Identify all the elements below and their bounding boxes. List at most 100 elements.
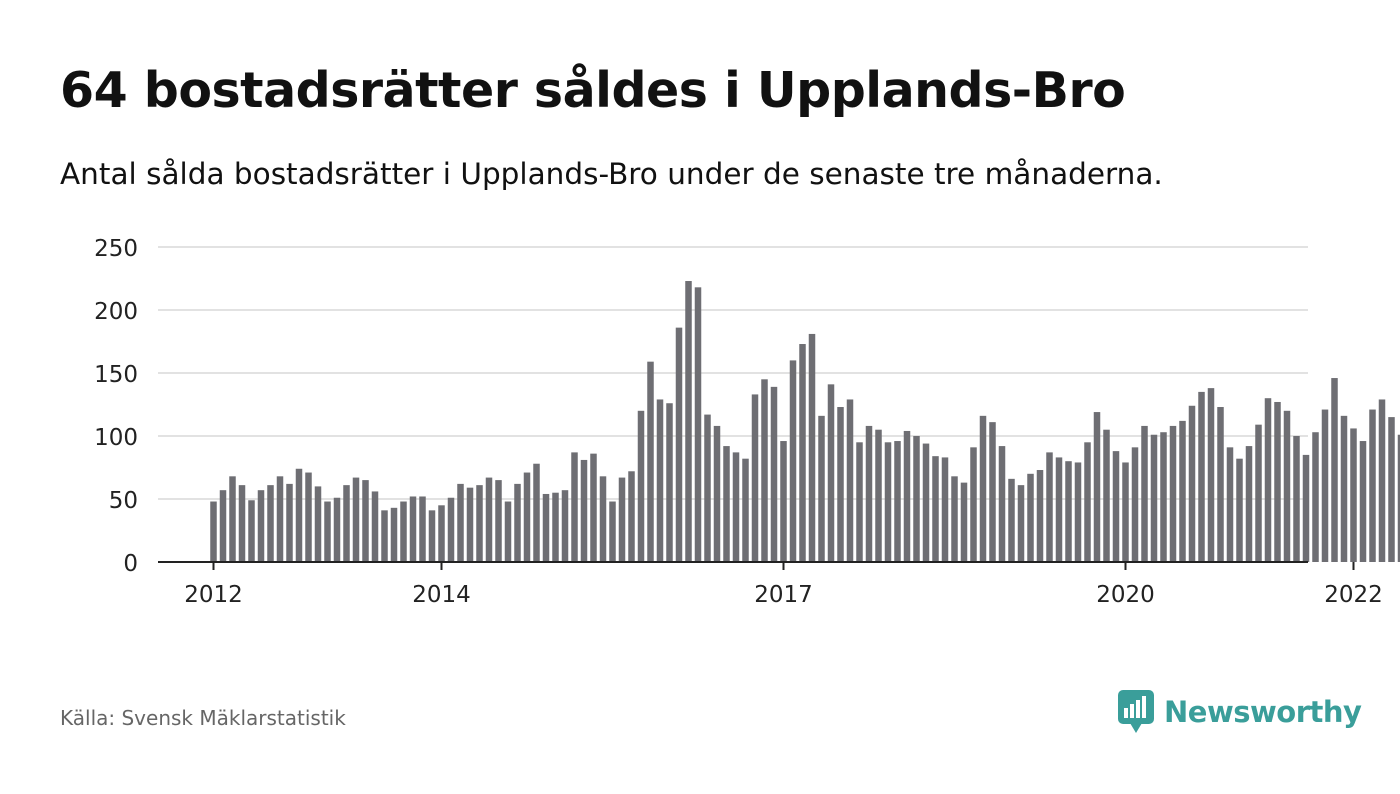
bar [1302,454,1310,562]
bar [248,500,255,562]
bar [476,485,483,562]
bar [210,501,217,562]
x-tick-label: 2012 [184,582,243,608]
bar [542,493,550,562]
bar [381,510,388,562]
bar [751,394,759,562]
bar [1169,425,1177,562]
bar [1188,405,1196,562]
brand-name: Newsworthy [1164,695,1362,729]
bar [1027,473,1034,562]
bar [818,415,825,562]
bar [1112,451,1120,562]
bar [504,501,512,562]
bar [485,477,493,562]
bar [599,476,607,562]
bar [352,477,360,562]
bar [1093,412,1101,562]
bar [799,344,806,562]
bar [286,483,293,562]
bar [903,430,911,562]
bar [533,463,540,562]
bar [1008,478,1015,562]
bar [1160,432,1167,562]
bar [1046,452,1053,562]
bar [723,446,730,562]
chart-title: 64 bostadsrätter såldes i Upplands-Bro [60,62,1126,119]
bar [257,490,265,562]
bar [305,472,312,562]
bar [1359,441,1367,562]
bar [732,452,740,562]
bar [362,480,369,562]
bar [685,281,692,562]
y-axis-labels: 0 50 100 150 200 250 [94,236,138,577]
x-tick-label: 2020 [1096,582,1155,608]
bar [618,477,626,562]
bar-chart-speech-bubble-icon [1118,690,1154,733]
bar [1283,410,1291,562]
bar [989,422,996,562]
bar [1293,436,1300,562]
bar [932,456,939,562]
bar [1378,399,1386,562]
bar [1017,485,1025,562]
bar [1331,378,1338,562]
bar [856,442,863,562]
bar [238,485,246,562]
bar [438,505,445,562]
bar [1150,434,1158,562]
bar [561,490,569,562]
y-tick-label: 200 [94,299,138,325]
newsworthy-logo[interactable]: Newsworthy [1118,690,1362,734]
bar [314,486,322,562]
bar [1397,434,1400,562]
bar [523,472,531,562]
bar [742,458,749,562]
bar [1236,458,1243,562]
bar [998,446,1006,562]
bar [371,491,379,562]
bar [447,497,455,562]
bar [628,471,635,562]
bar [267,485,274,562]
bar [1350,428,1357,562]
bar [1131,447,1139,562]
bar [1179,420,1186,562]
bar [1217,407,1224,562]
bar [1207,388,1215,562]
x-tick-label: 2017 [754,582,813,608]
bar [1264,398,1272,562]
bar [846,399,854,562]
bar [400,501,407,562]
bar [770,386,778,562]
bar [837,407,844,562]
bar [409,496,417,562]
bar [1255,424,1262,562]
bar [894,441,901,562]
bar [1103,429,1110,562]
bar [865,425,873,562]
bar [276,476,284,562]
bar [466,487,474,562]
bar [1312,432,1319,562]
bar [343,485,350,562]
bar [941,457,949,562]
bar [666,403,673,562]
y-tick-label: 100 [94,425,138,451]
bar [951,476,958,562]
bar [913,436,920,562]
bar [419,496,426,562]
bar [637,410,645,562]
x-axis: 2012 2014 2017 2020 2022 [158,561,1383,608]
bar [390,507,398,562]
bar [875,429,882,562]
bar [1274,401,1281,562]
bar [656,399,664,562]
bar [780,441,787,562]
source-label: Källa: Svensk Mäklarstatistik [60,706,346,730]
bar [1036,470,1044,562]
bar [827,384,835,562]
bar [1340,415,1348,562]
